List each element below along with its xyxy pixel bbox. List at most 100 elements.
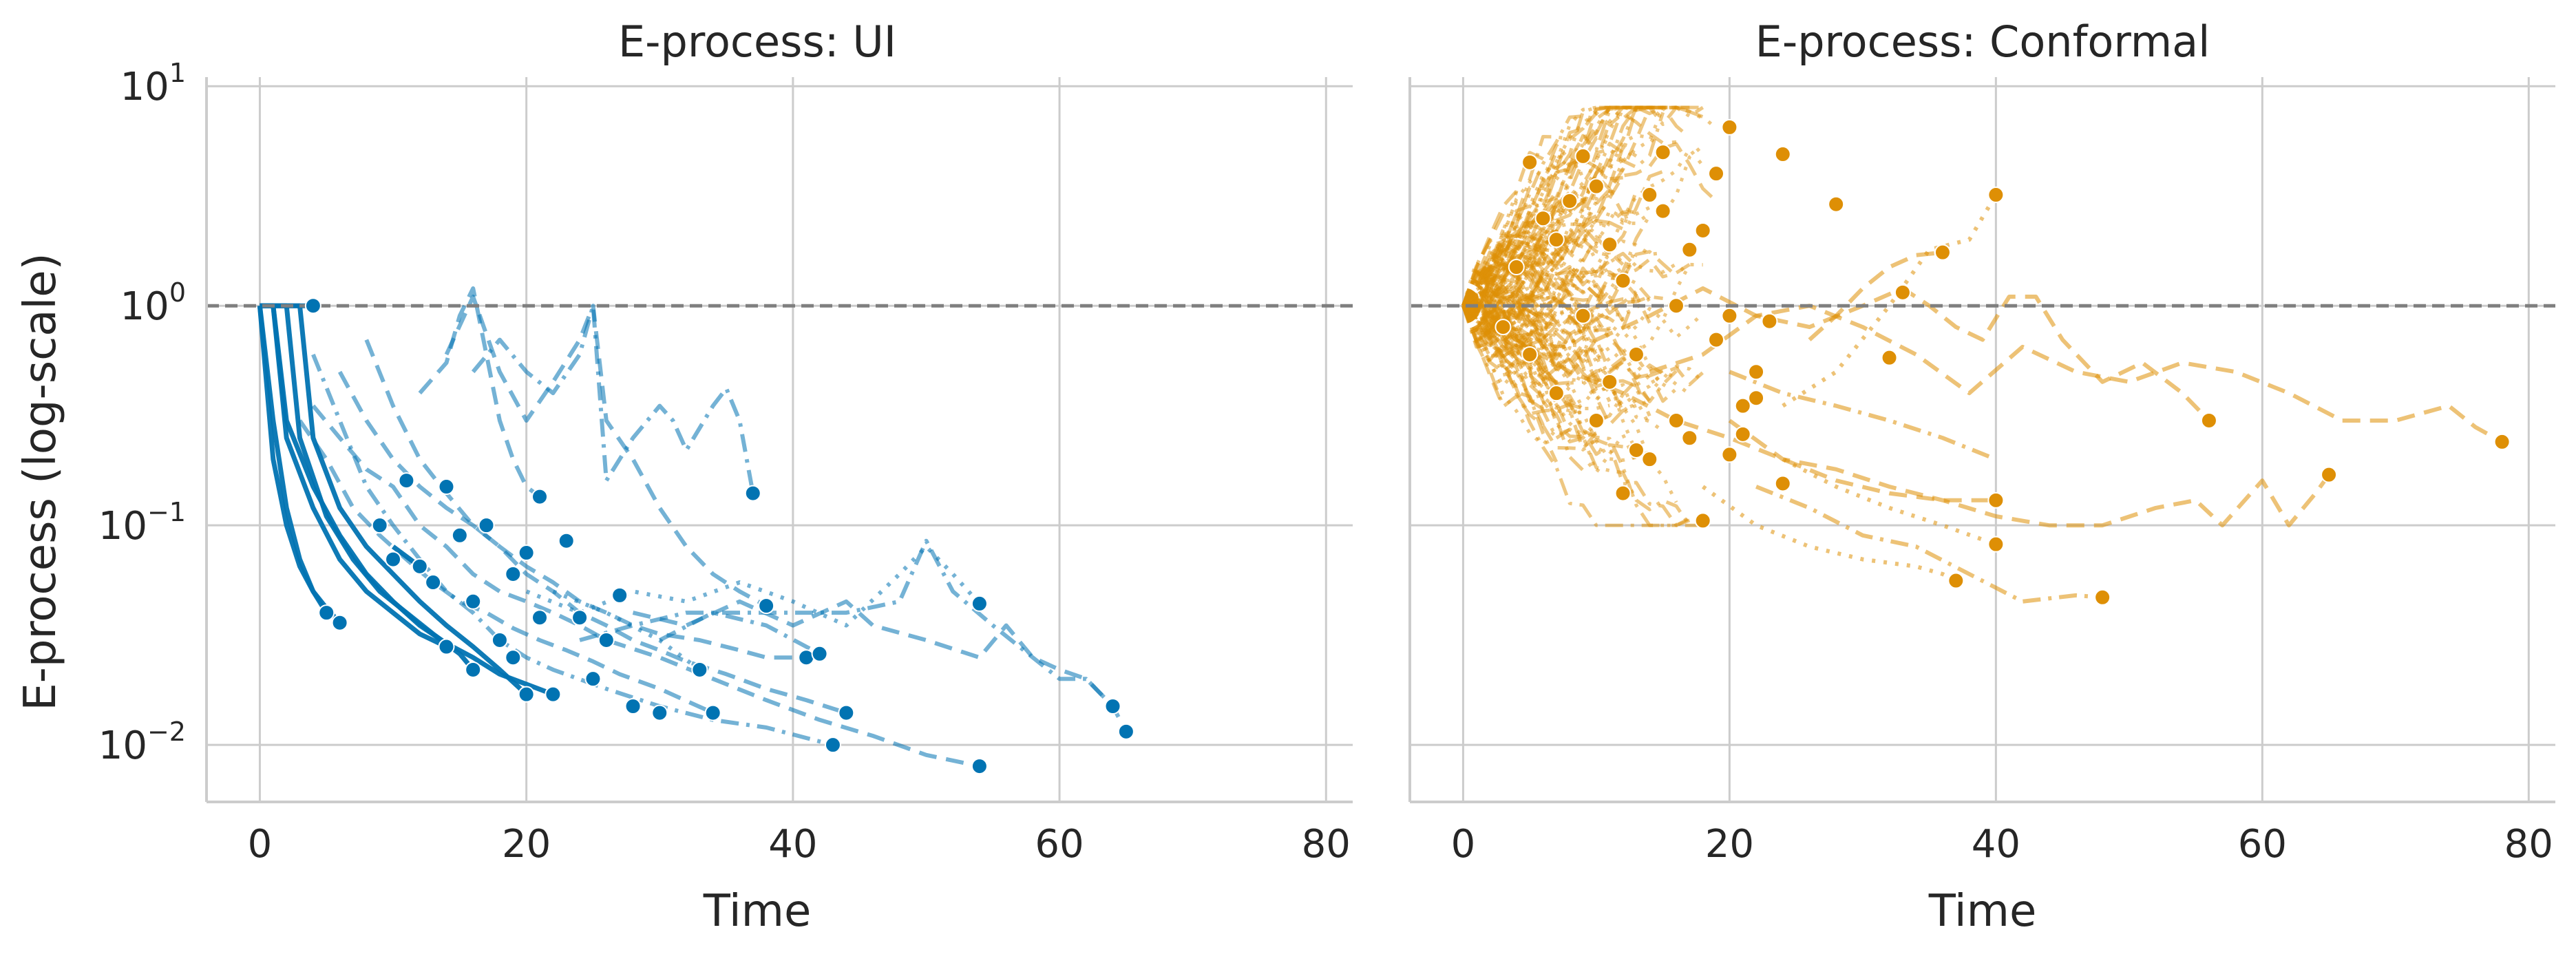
panel-conformal-end-marker-44 [1667,412,1685,429]
panel-conformal-series-4 [1701,485,1957,583]
panel-ui-markers [304,297,1134,775]
panel-conformal-end-marker-23 [1708,165,1725,182]
panel-conformal-end-marker-25 [1667,297,1685,315]
panel-conformal-end-marker-0 [1721,118,1738,136]
panel-ui-end-marker-31 [491,631,508,648]
panel-ui-end-marker-37 [385,551,402,568]
panel-ui-end-marker-10 [824,737,841,754]
y-tick-base: 10 [120,284,169,329]
panel-ui-end-marker-30 [465,593,482,610]
panel-ui-end-marker-33 [598,631,615,648]
panel-ui-end-marker-21 [438,478,455,496]
panel-conformal-end-marker-47 [1627,441,1645,458]
panel-conformal-cloud-path-151 [1461,267,1558,307]
panel-conformal-end-marker-27 [1641,451,1658,468]
panel-conformal-x-tick-label: 20 [1705,822,1754,867]
panel-conformal-end-marker-49 [1708,331,1725,348]
panel-conformal-end-marker-29 [1601,373,1618,390]
panel-conformal-end-marker-30 [1627,346,1645,363]
panel-ui-series-15 [525,544,982,628]
panel-conformal-series-7 [1808,250,1943,341]
panel-conformal-x-tick-label: 0 [1451,822,1476,867]
panel-ui-end-marker-34 [651,704,668,721]
panel-conformal-end-marker-12 [2321,466,2338,483]
panel-ui-x-tick-label: 20 [502,822,551,867]
panel-conformal-end-marker-11 [2493,433,2511,450]
panel-conformal-cloud-path-139 [1461,285,1665,392]
panel-conformal-end-marker-34 [1508,259,1525,276]
panel-conformal-end-marker-31 [1548,231,1565,248]
panel-conformal-end-marker-6 [1987,187,2005,204]
panel-ui-end-marker-12 [971,758,988,775]
panel-conformal-end-marker-18 [1774,475,1791,492]
panel-ui-series-9 [311,353,834,748]
panel-conformal-cloud-path-122 [1463,304,1703,527]
panel-ui-title: E-process: UI [618,17,896,67]
panel-conformal-end-marker-2 [1654,144,1671,161]
panel-conformal-end-marker-37 [1574,307,1592,324]
panel-ui-end-marker-11 [838,704,855,721]
panel-ui-end-marker-25 [558,532,575,549]
panel-conformal-end-marker-43 [1641,187,1658,204]
panel-conformal-x-tick-label: 80 [2504,822,2553,867]
y-tick-exponent: 1 [169,58,186,88]
y-tick-exponent: −1 [147,497,186,527]
panel-conformal-end-marker-35 [1495,319,1512,336]
panel-conformal-cloud-path-155 [1461,143,1585,319]
panel-conformal-spines [1408,77,2555,803]
panel-ui-end-marker-22 [478,517,495,534]
panel-conformal-end-marker-24 [1681,241,1698,258]
panel-conformal-series-6 [1782,193,1998,408]
panel-conformal-cloud-path-39 [1461,235,1625,307]
panel-ui-series-13 [444,295,768,608]
panel-conformal-x-tick-label: 60 [2238,822,2287,867]
panel-conformal-title: E-process: Conformal [1755,17,2210,67]
panel-ui-end-marker-6 [545,686,562,703]
panel-conformal-end-marker-17 [1694,512,1711,529]
panel-conformal-cloud-path-121 [1462,244,1691,313]
panel-conformal-series-1 [1595,286,2211,423]
panel-ui-y-tick-label: 101 [120,58,186,109]
panel-conformal-series-5 [1755,485,2103,604]
panel-conformal-cloud-path-28 [1462,285,1518,315]
panel-conformal-end-marker-32 [1534,210,1552,227]
panel-ui-end-marker-40 [624,698,642,715]
panel-conformal-end-marker-3 [1574,147,1592,165]
panel-conformal-cloud-path-49 [1462,266,1625,315]
panel-conformal-cloud-path-130 [1462,304,1558,354]
panel-ui-series [257,286,1128,769]
panel-conformal-end-marker-50 [1734,397,1751,414]
panel-ui-end-marker-19 [811,645,828,662]
panel-ui-series-1 [257,305,342,625]
panel-conformal-series-2 [1649,304,2504,444]
panel-ui-end-marker-24 [518,544,535,562]
panel-ui-end-marker-39 [584,670,602,688]
panel-conformal-end-marker-28 [1587,412,1605,429]
panel-conformal-cloud-path-80 [1461,189,1558,307]
panel-conformal-cloud-path-99 [1461,173,1637,307]
panel-ui-end-marker-9 [704,704,721,721]
panel-conformal-cloud-path-156 [1461,304,1637,427]
panel-ui-end-marker-2 [331,614,348,631]
panel-conformal-series-3 [1728,419,2331,528]
panel-conformal-cloud-path-95 [1462,105,1703,318]
panel-conformal-cloud-path-43 [1461,305,1571,447]
panel-conformal-end-marker-51 [1748,390,1765,407]
panel-ui-series-19 [658,611,821,656]
panel-ui-x-tick-label: 40 [768,822,817,867]
panel-conformal-end-marker-36 [1521,346,1539,363]
panel-conformal-cloud-path-149 [1461,251,1558,307]
panel-ui-end-marker-26 [611,586,629,604]
y-tick-base: 10 [98,723,147,768]
panel-ui-series-17 [632,599,1128,733]
panel-ui-end-marker-28 [425,574,442,591]
panel-ui-end-marker-7 [531,488,549,505]
panel-ui-y-tick-label: 10−2 [98,717,186,768]
y-tick-exponent: −2 [147,717,186,747]
panel-conformal-end-marker-41 [1721,307,1738,324]
panel-conformal-end-marker-1 [1774,146,1791,163]
panel-ui-end-marker-17 [758,597,775,615]
panel-ui-end-marker-35 [505,649,522,666]
